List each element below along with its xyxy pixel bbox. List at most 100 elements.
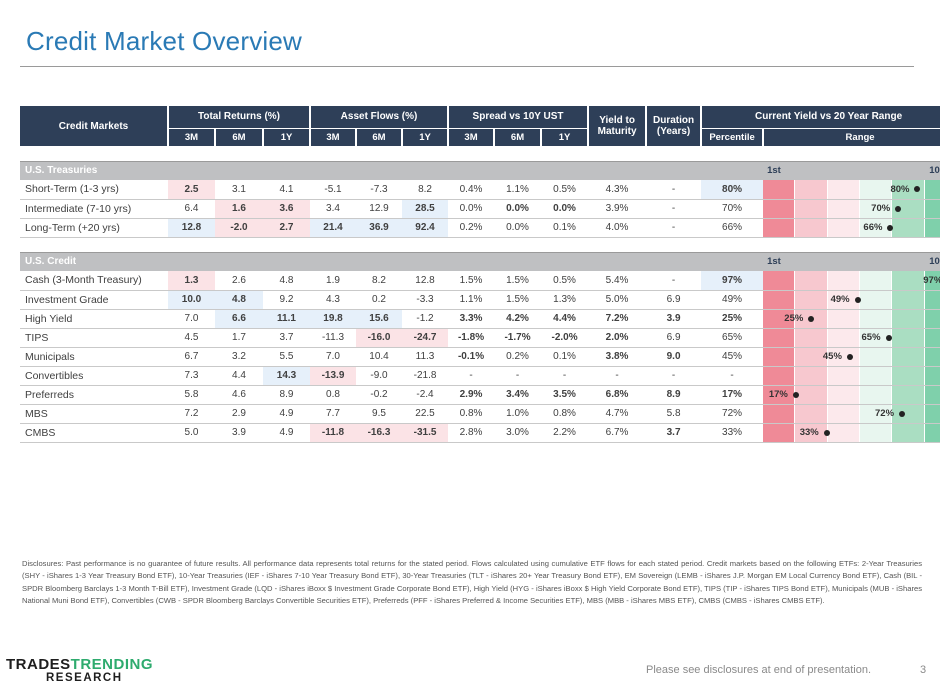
cell-percentile: 97%	[701, 271, 764, 291]
range-bands	[763, 328, 940, 347]
cell-tr-2: 3.6	[263, 199, 310, 219]
section-spacer	[20, 237, 940, 252]
range-band	[923, 309, 940, 328]
range-band	[763, 180, 795, 199]
cell-tr-1: 1.7	[215, 328, 263, 348]
cell-duration: -	[646, 180, 702, 200]
cell-sp-0: -	[448, 366, 495, 386]
spacer-cell	[20, 146, 940, 161]
cell-sp-0: 0.4%	[448, 180, 495, 200]
range-band	[859, 290, 892, 309]
row-name: Convertibles	[20, 366, 168, 386]
range-band	[891, 290, 924, 309]
range-band	[891, 309, 924, 328]
percentile-dot-icon	[885, 334, 892, 341]
cell-af-1: -9.0	[356, 366, 402, 386]
cell-duration: -	[646, 218, 702, 238]
credit-markets-table: Credit Markets Total Returns (%) Asset F…	[20, 106, 940, 443]
cell-af-1: -7.3	[356, 180, 402, 200]
header-credit-markets: Credit Markets	[20, 106, 168, 146]
row-name: Preferreds	[20, 385, 168, 405]
range-bands	[763, 423, 940, 442]
range-cell: 17%	[763, 385, 940, 405]
cell-af-0: 7.7	[310, 404, 356, 424]
section-blank	[701, 160, 764, 180]
cell-af-0: -11.3	[310, 328, 356, 348]
cell-af-1: 8.2	[356, 271, 402, 291]
range-band	[763, 199, 795, 218]
cell-percentile: 65%	[701, 328, 764, 348]
range-cell: 65%	[763, 328, 940, 348]
cell-af-2: 12.8	[402, 271, 449, 291]
percentile-marker-label: 72%	[875, 408, 895, 419]
cell-tr-0: 7.0	[168, 309, 215, 329]
cell-sp-0: 0.2%	[448, 218, 495, 238]
cell-sp-2: 0.1%	[541, 218, 589, 238]
company-logo: TRADESTRENDING RESEARCH	[6, 656, 153, 684]
cell-tr-1: 3.9	[215, 423, 263, 443]
range-band	[859, 423, 892, 442]
range-cell: 33%	[763, 423, 940, 443]
header-range: Range	[762, 128, 940, 146]
table-row: MBS 7.2 2.9 4.9 7.7 9.5 22.5 0.8% 1.0% 0.8% 4.7% 5.…	[20, 404, 940, 424]
range-band	[794, 328, 827, 347]
table-row: Short-Term (1-3 yrs) 2.5 3.1 4.1 -5.1 -7.3 8.2…	[20, 180, 940, 200]
cell-tr-2: 8.9	[263, 385, 310, 405]
range-band	[763, 309, 795, 328]
cell-af-2: -3.3	[402, 290, 449, 310]
range-band	[923, 423, 940, 442]
row-name: MBS	[20, 404, 168, 424]
cell-sp-0: 0.0%	[448, 199, 495, 219]
section-header-row: U.S. Credit 1st100th	[20, 251, 940, 271]
range-band	[794, 218, 827, 237]
range-band	[826, 423, 860, 442]
percentile-dot-icon	[808, 315, 815, 322]
cell-tr-1: 4.6	[215, 385, 263, 405]
header-af-1y: 1Y	[400, 128, 449, 146]
percentile-marker: 65%	[862, 329, 892, 347]
logo-word-research: RESEARCH	[46, 672, 123, 684]
cell-af-0: 3.4	[310, 199, 356, 219]
cell-tr-0: 5.8	[168, 385, 215, 405]
range-bands	[763, 218, 940, 237]
range-band	[891, 423, 924, 442]
range-band	[763, 271, 795, 290]
cell-af-2: 22.5	[402, 404, 449, 424]
cell-duration: 3.9	[646, 309, 702, 329]
cell-percentile: 45%	[701, 347, 764, 367]
range-band	[794, 290, 827, 309]
cell-tr-2: 4.1	[263, 180, 310, 200]
cell-ytm: 5.0%	[588, 290, 647, 310]
range-band	[891, 271, 924, 290]
percentile-marker: 25%	[784, 310, 815, 328]
row-name: Short-Term (1-3 yrs)	[20, 180, 168, 200]
cell-af-2: -24.7	[402, 328, 449, 348]
range-band	[826, 199, 860, 218]
cell-af-1: 9.5	[356, 404, 402, 424]
header-asset-flows: Asset Flows (%)	[308, 106, 450, 129]
percentile-dot-icon	[823, 429, 830, 436]
cell-af-2: -21.8	[402, 366, 449, 386]
range-bands	[763, 347, 940, 366]
section-blank	[701, 251, 764, 271]
cell-sp-0: -0.1%	[448, 347, 495, 367]
header-tr-6m: 6M	[214, 128, 263, 146]
cell-percentile: 66%	[701, 218, 764, 238]
cell-ytm: -	[588, 366, 647, 386]
range-cell: 80%	[763, 180, 940, 200]
range-band	[826, 218, 860, 237]
range-band	[923, 218, 940, 237]
range-band	[891, 366, 924, 385]
range-band	[891, 218, 924, 237]
range-cell: 49%	[763, 290, 940, 310]
range-band	[794, 423, 827, 442]
header-yield-to-maturity: Yield to Maturity	[587, 106, 647, 146]
range-bands	[763, 309, 940, 328]
cell-af-1: -0.2	[356, 385, 402, 405]
header-spread: Spread vs 10Y UST	[447, 106, 590, 129]
cell-af-1: 0.2	[356, 290, 402, 310]
range-bands	[763, 199, 940, 218]
cell-sp-1: 3.0%	[494, 423, 542, 443]
logo-word-trending: TRENDING	[70, 656, 154, 673]
range-bands	[763, 271, 940, 290]
